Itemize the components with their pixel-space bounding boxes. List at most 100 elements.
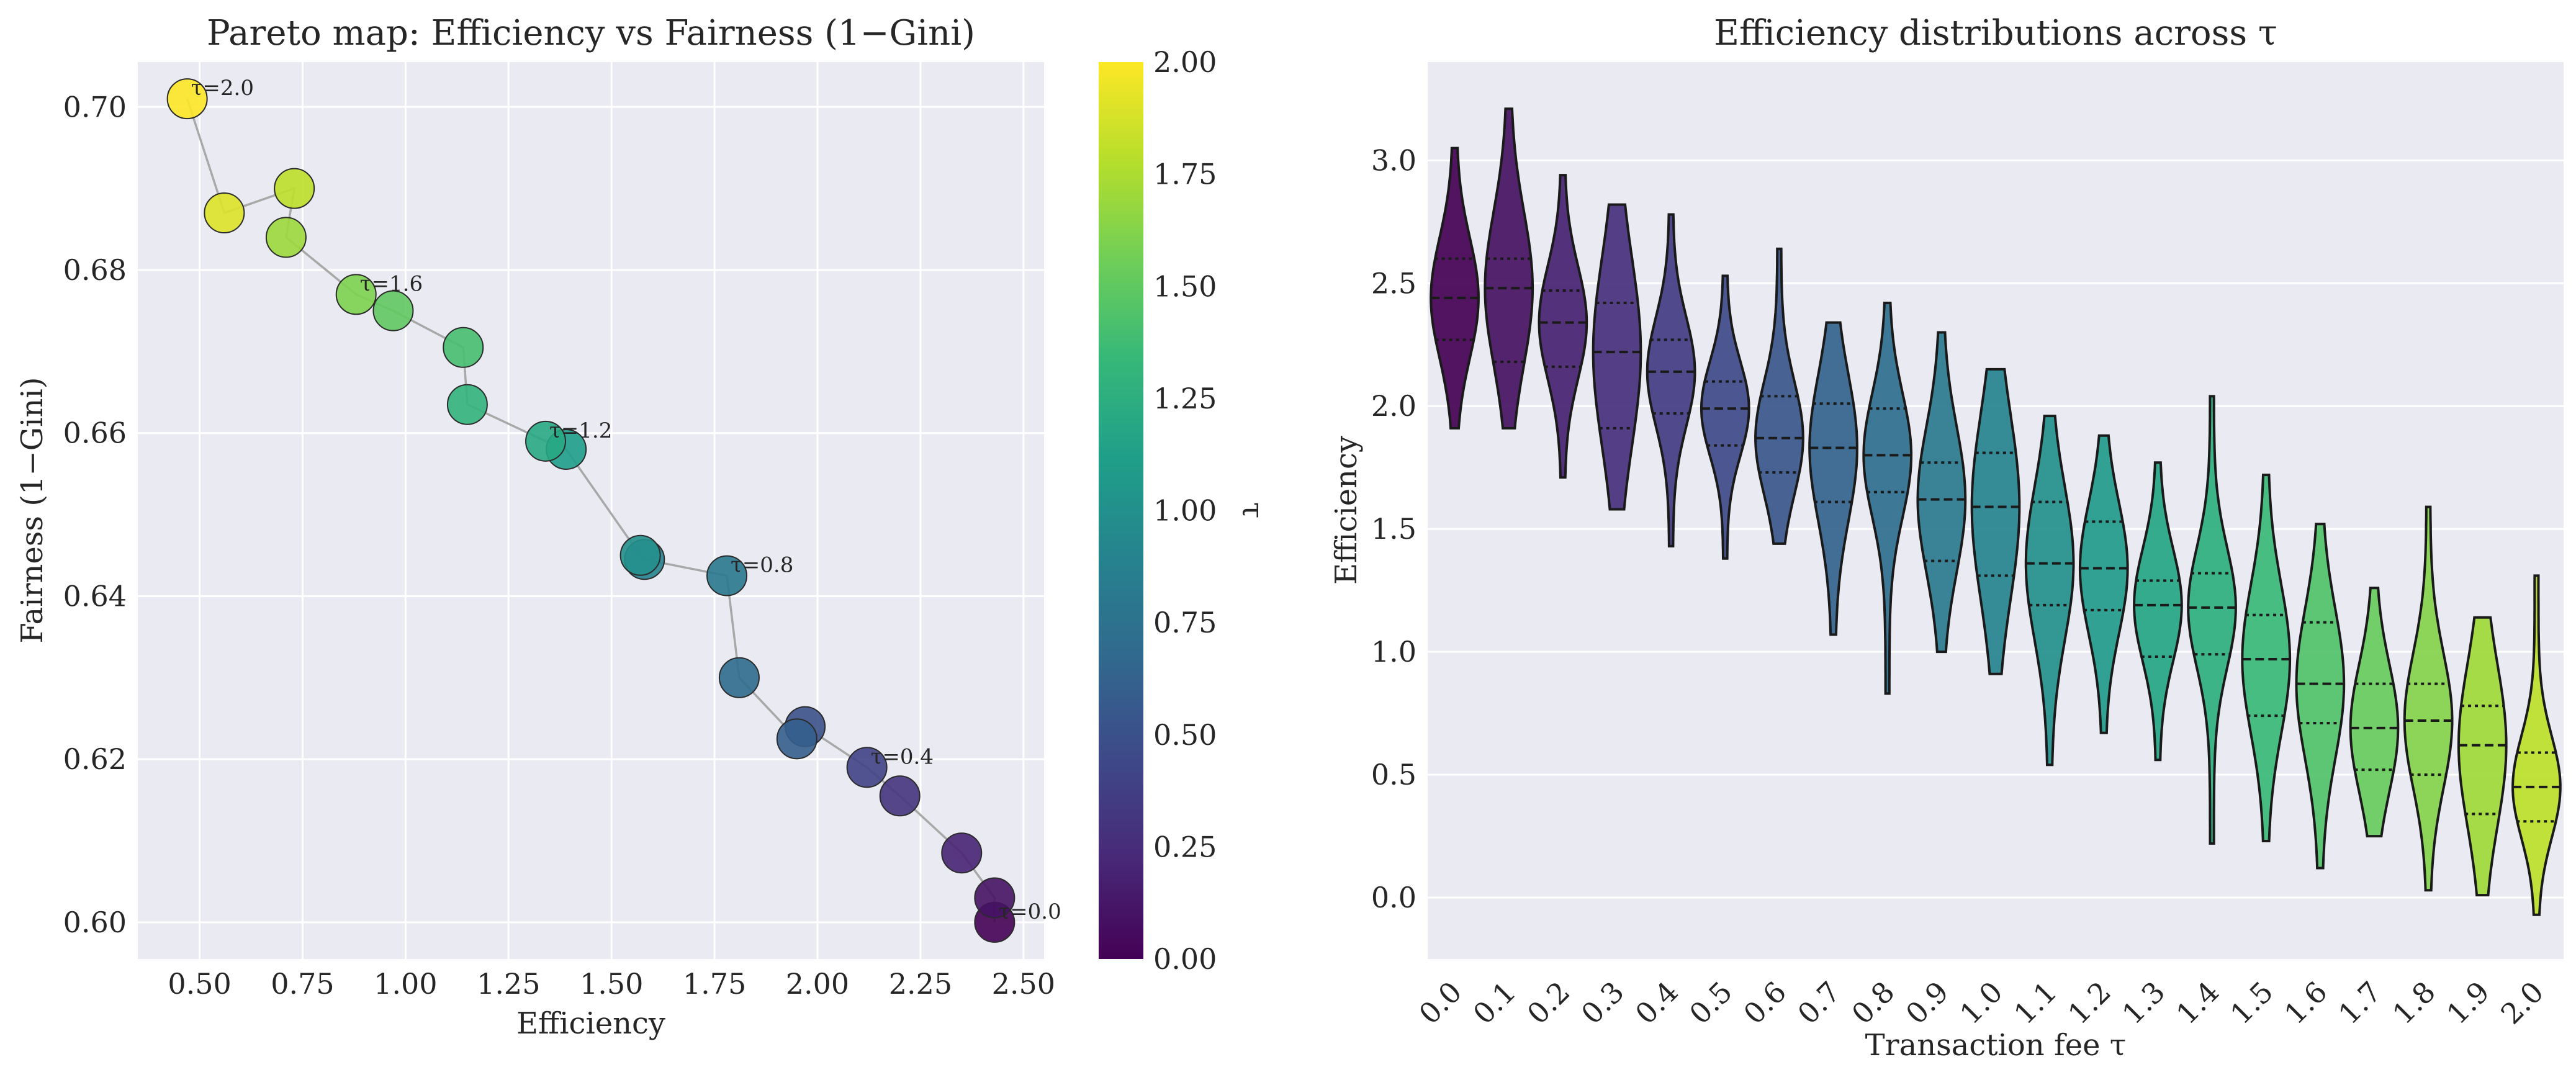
pareto-annotations: τ=0.0 τ=0.4 τ=0.8 τ=1.2 τ=1.6 τ=2.0 [191,76,1061,924]
colorbar: 0.00 0.25 0.50 0.75 1.00 1.25 1.50 1.75 2.00 τ [1099,45,1270,976]
pareto-panel: τ=0.0 τ=0.4 τ=0.8 τ=1.2 τ=1.6 τ=2.0 0.50 0.75 1… [15,13,1061,1041]
violin-body [2078,434,2129,734]
violin-x-tick-labels: 0.00.10.20.30.40.50.60.70.80.91.01.11.21… [1412,975,2550,1031]
violin-body [1970,367,2021,675]
pareto-x-tick-label: 1.00 [374,967,437,1001]
violin-x-axis-label: Transaction fee τ [1865,1028,2127,1063]
violin-x-tick-label: 1.7 [2332,975,2388,1031]
violin-body [2295,523,2346,870]
pareto-y-tick-label: 0.68 [63,253,127,287]
violin-y-tick-label: 0.5 [1371,758,1416,791]
violin-y-tick-label: 0.0 [1371,881,1416,914]
pareto-point [204,192,245,234]
pareto-y-tick-label: 0.64 [63,579,127,613]
pareto-x-tick-label: 2.50 [992,967,1055,1001]
violin-x-tick-label: 1.3 [2115,975,2171,1031]
pareto-x-tick-label: 0.75 [271,967,334,1001]
pareto-annotation: τ=0.8 [731,553,793,578]
violin-body [1700,274,1750,560]
violin-x-tick-label: 1.2 [2061,975,2117,1031]
violin-x-tick-label: 0.8 [1845,975,1901,1031]
violin-body [2133,461,2183,762]
pareto-annotation: τ=0.4 [871,744,934,769]
violin-body [1430,146,1480,430]
violin-x-tick-label: 0.5 [1683,975,1739,1031]
pareto-point [446,384,488,425]
pareto-point [846,747,888,788]
colorbar-tick-label: 2.00 [1153,45,1217,79]
violin-body [1646,213,1696,547]
pareto-annotation: τ=1.2 [549,418,612,443]
violin-x-tick-label: 0.2 [1521,975,1577,1031]
violin-body [1538,174,1588,479]
violin-body [2457,616,2508,897]
violin-x-tick-label: 1.8 [2386,975,2442,1031]
violin-panel: 0.00.10.20.30.40.50.60.70.80.91.01.11.21… [1329,13,2564,1063]
pareto-point [974,877,1016,919]
colorbar-tick-label: 1.00 [1153,494,1217,528]
pareto-x-tick-label: 0.50 [168,967,231,1001]
pareto-point [265,217,307,258]
colorbar-tick-label: 0.25 [1153,830,1217,863]
pareto-x-tick-labels: 0.50 0.75 1.00 1.25 1.50 1.75 2.00 2.25 2.50 [168,967,1055,1001]
pareto-points [166,78,1016,943]
violin-x-tick-label: 1.9 [2440,975,2496,1031]
pareto-point [335,274,377,315]
violin-body [1808,321,1858,636]
pareto-point [372,290,414,331]
colorbar-tick-label: 1.75 [1153,158,1217,191]
pareto-point [776,718,817,760]
pareto-x-tick-label: 2.25 [889,967,952,1001]
pareto-point [274,168,315,209]
pareto-title: Pareto map: Efficiency vs Fairness (1−Gi… [207,13,975,53]
violin-y-axis-label: Efficiency [1329,436,1364,585]
pareto-y-tick-labels: 0.60 0.62 0.64 0.66 0.68 0.70 [63,90,127,939]
pareto-point [166,78,208,120]
pareto-point [443,326,484,368]
violin-y-tick-labels: 0.0 0.5 1.0 1.5 2.0 2.5 3.0 [1371,143,1416,914]
pareto-x-tick-label: 1.75 [683,967,746,1001]
colorbar-tick-label: 1.25 [1153,382,1217,415]
violin-x-tick-label: 0.0 [1412,975,1468,1031]
pareto-gridlines [138,62,1044,959]
violin-x-tick-label: 0.6 [1737,975,1793,1031]
pareto-point [619,534,661,576]
pareto-y-tick-label: 0.62 [63,742,127,776]
violin-y-tick-label: 1.5 [1371,512,1416,546]
violin-y-tick-label: 2.0 [1371,389,1416,423]
pareto-x-tick-label: 1.25 [477,967,540,1001]
violin-body [2403,505,2454,892]
violin-body [1484,107,1534,430]
colorbar-tick-labels: 0.00 0.25 0.50 0.75 1.00 1.25 1.50 1.75 2.00 [1153,45,1217,976]
colorbar-gradient [1099,62,1143,959]
pareto-y-tick-label: 0.66 [63,416,127,450]
violin-y-tick-label: 3.0 [1371,143,1416,177]
pareto-point [879,775,921,817]
violin-x-tick-label: 1.1 [2007,975,2063,1031]
pareto-point [706,555,747,597]
violin-x-tick-label: 0.1 [1467,975,1523,1031]
violin-x-tick-label: 2.0 [2494,975,2550,1031]
pareto-y-tick-label: 0.70 [63,90,127,124]
pareto-x-tick-label: 2.00 [786,967,849,1001]
pareto-y-axis-label: Fairness (1−Gini) [15,377,50,644]
violin-y-tick-label: 2.5 [1371,266,1416,300]
violin-x-tick-label: 0.9 [1899,975,1955,1031]
violin-body [1754,247,1804,545]
pareto-annotation: τ=0.0 [998,899,1061,924]
colorbar-label: τ [1235,502,1270,519]
violin-x-tick-label: 1.6 [2278,975,2334,1031]
colorbar-tick-label: 0.50 [1153,718,1217,752]
violin-body [1862,302,1913,695]
violin-x-tick-label: 0.7 [1791,975,1847,1031]
colorbar-tick-label: 0.00 [1153,942,1217,976]
violin-body [1916,331,1967,654]
pareto-annotation: τ=1.6 [360,271,423,296]
violin-body [1592,203,1642,511]
violin-x-tick-label: 0.4 [1629,975,1685,1031]
violin-body [2187,395,2237,845]
violin-x-tick-label: 1.4 [2169,975,2225,1031]
colorbar-tick-label: 0.75 [1153,606,1217,639]
pareto-point [525,420,566,462]
